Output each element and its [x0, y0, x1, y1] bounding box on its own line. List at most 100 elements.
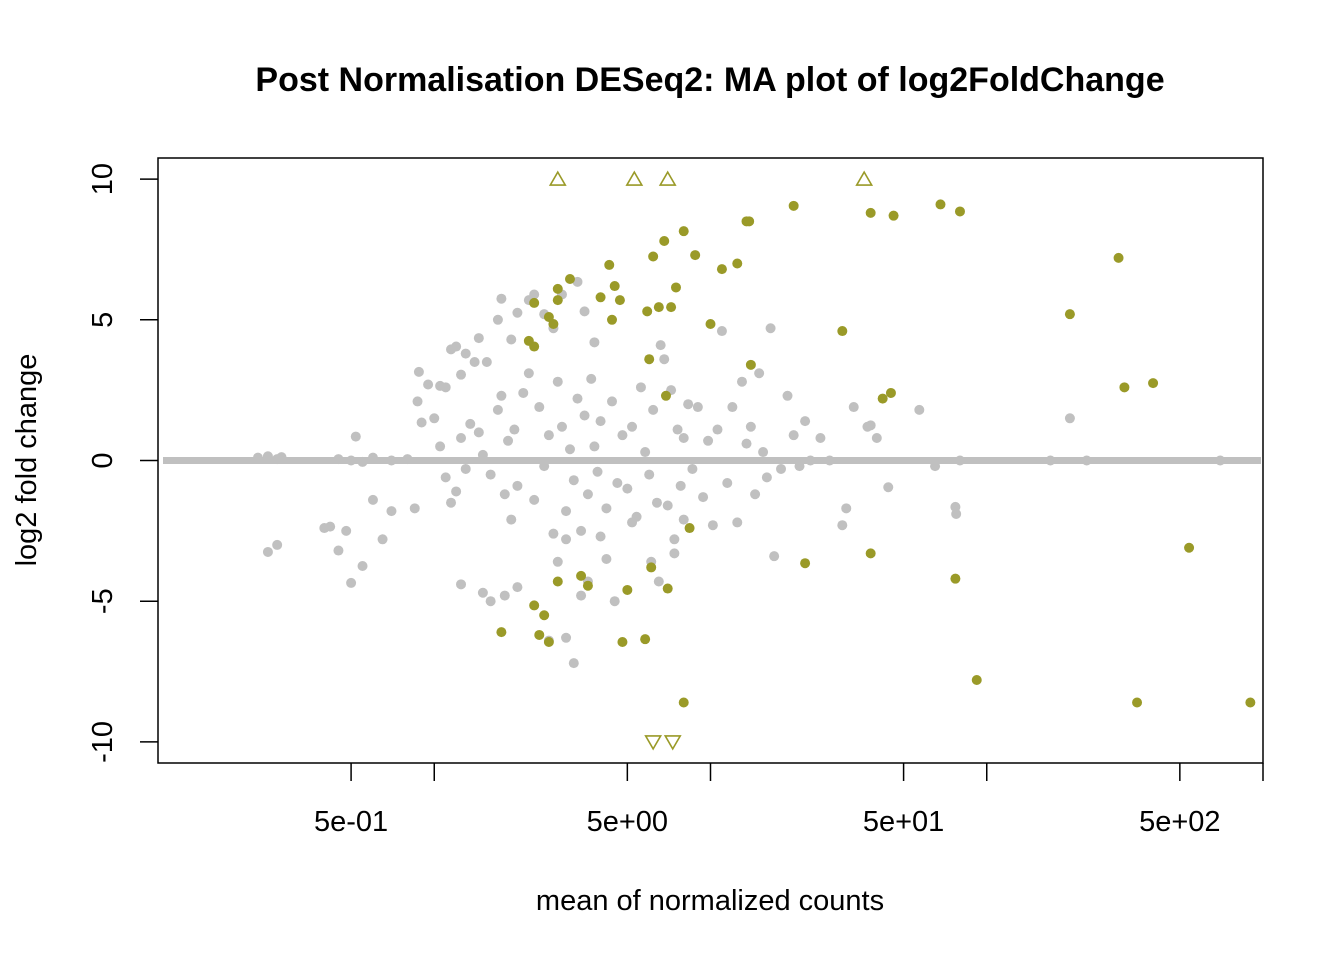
not_significant-point: [446, 497, 457, 508]
significant-point: [745, 359, 756, 370]
significant-point: [552, 283, 563, 294]
not_significant-point: [346, 455, 357, 466]
significant-point: [644, 354, 655, 365]
significant-point: [529, 297, 540, 308]
significant-point: [732, 258, 743, 269]
not_significant-point: [416, 417, 427, 428]
significant-point: [576, 570, 587, 581]
not_significant-point: [518, 387, 529, 398]
not_significant-point: [653, 576, 664, 587]
not_significant-point: [473, 333, 484, 344]
not_significant-point: [543, 430, 554, 441]
not_significant-point: [492, 314, 503, 325]
not_significant-point: [651, 497, 662, 508]
not_significant-point: [848, 402, 859, 413]
significant-point: [865, 548, 876, 559]
not_significant-point: [435, 441, 446, 452]
not_significant-point: [703, 435, 714, 446]
significant-point: [617, 637, 628, 647]
significant-point: [716, 264, 727, 275]
not_significant-point: [357, 456, 368, 467]
not_significant-point: [589, 337, 600, 348]
significant-point: [659, 236, 670, 247]
significant-point: [543, 311, 554, 322]
significant-point: [653, 302, 664, 313]
significant-point: [1119, 382, 1130, 393]
not_significant-point: [346, 577, 357, 588]
not_significant-point: [655, 340, 666, 351]
not_significant-point: [252, 452, 263, 463]
not_significant-point: [951, 508, 962, 519]
significant-point: [529, 341, 540, 352]
not_significant-point: [754, 368, 765, 379]
out-of-range-up-marker: [855, 170, 874, 186]
not_significant-point: [837, 520, 848, 531]
not_significant-point: [465, 418, 476, 429]
significant-point: [788, 200, 799, 211]
not_significant-point: [377, 534, 388, 545]
not_significant-point: [440, 382, 451, 393]
not_significant-point: [409, 503, 420, 514]
not_significant-point: [627, 517, 638, 528]
significant-point: [582, 580, 593, 591]
not_significant-point: [412, 396, 423, 407]
not_significant-point: [805, 455, 816, 466]
out-of-range-up-marker: [625, 170, 644, 186]
significant-point: [534, 629, 545, 640]
out-of-range-up-marker: [658, 170, 677, 186]
not_significant-point: [413, 366, 424, 377]
not_significant-point: [456, 432, 467, 443]
not_significant-point: [871, 432, 882, 443]
out-of-range-down-marker: [663, 735, 682, 751]
significant-point: [865, 207, 876, 218]
x-tick-label: 5e+00: [587, 806, 668, 838]
not_significant-point: [512, 582, 523, 593]
not_significant-point: [451, 341, 462, 352]
x-tick-label: 5e+02: [1139, 806, 1220, 838]
not_significant-point: [627, 421, 638, 432]
significant-point: [640, 634, 651, 645]
significant-point: [705, 319, 716, 330]
not_significant-point: [716, 326, 727, 337]
not_significant-point: [552, 556, 563, 567]
not_significant-point: [750, 489, 761, 500]
not_significant-point: [568, 658, 579, 669]
chart-title: Post Normalisation DESeq2: MA plot of lo…: [255, 61, 1164, 99]
significant-point: [678, 697, 689, 708]
x-tick-label: 5e+01: [863, 806, 944, 838]
not_significant-point: [865, 420, 876, 431]
not_significant-point: [824, 455, 835, 466]
significant-point: [496, 627, 507, 638]
significant-point: [1132, 697, 1143, 708]
not_significant-point: [644, 469, 655, 480]
not_significant-point: [503, 435, 514, 446]
not_significant-point: [386, 455, 397, 466]
significant-point: [609, 281, 620, 292]
not_significant-point: [572, 276, 583, 287]
x-tick-label: 5e-01: [314, 806, 388, 838]
not_significant-point: [776, 463, 787, 474]
not_significant-point: [617, 430, 628, 441]
not_significant-point: [669, 548, 680, 559]
significant-point: [1064, 309, 1075, 320]
not_significant-point: [276, 452, 287, 463]
not_significant-point: [539, 461, 550, 472]
not_significant-point: [477, 449, 488, 460]
not_significant-point: [1081, 455, 1092, 466]
not_significant-point: [589, 441, 600, 452]
not_significant-point: [509, 424, 520, 435]
not_significant-point: [576, 525, 587, 536]
not_significant-point: [262, 546, 273, 557]
significant-point: [950, 573, 961, 584]
significant-point: [529, 600, 540, 611]
significant-point: [662, 583, 673, 594]
significant-point: [614, 295, 625, 306]
not_significant-point: [529, 289, 540, 300]
not_significant-point: [601, 503, 612, 514]
not_significant-point: [529, 494, 540, 505]
not_significant-point: [561, 506, 572, 517]
not_significant-point: [481, 357, 492, 368]
not_significant-point: [883, 482, 894, 493]
not_significant-point: [678, 432, 689, 443]
